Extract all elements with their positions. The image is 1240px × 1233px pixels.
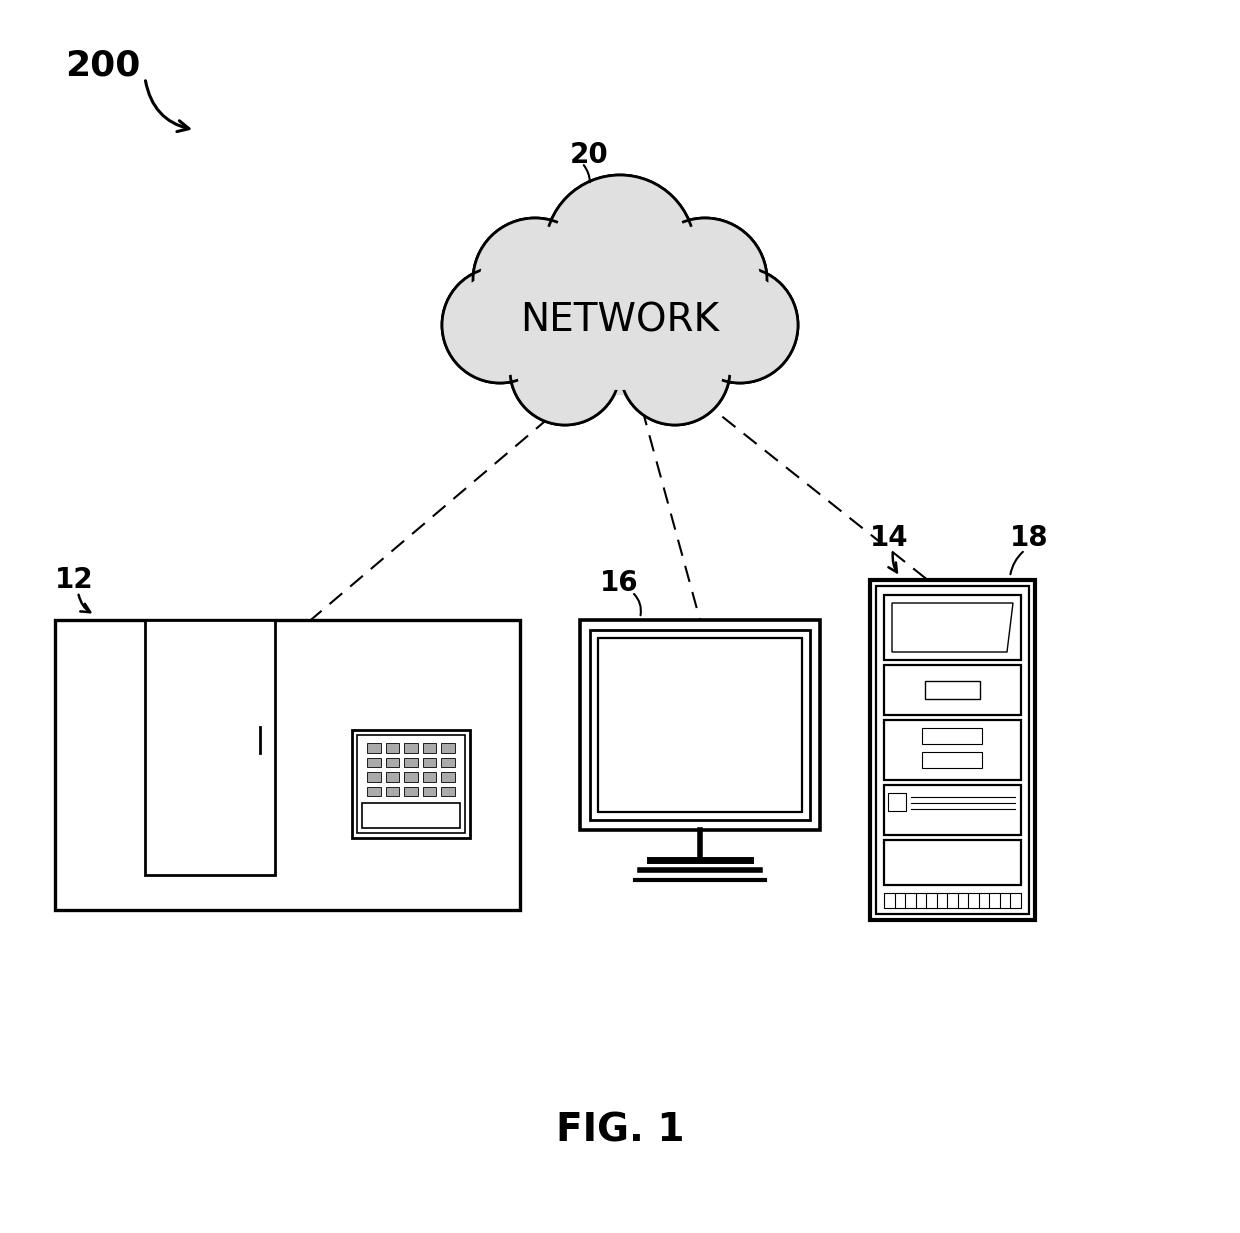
Bar [884,785,1021,835]
Bar [386,758,399,767]
Bar [386,787,399,797]
Bar [362,803,460,829]
Circle shape [552,182,688,318]
Circle shape [644,218,768,342]
Bar [404,787,418,797]
Text: 200: 200 [64,48,140,83]
Circle shape [546,175,694,326]
Circle shape [472,218,596,342]
Bar [923,752,982,768]
Polygon shape [892,603,1013,652]
Bar [404,758,418,767]
Bar [352,730,470,838]
Bar [888,793,906,811]
Circle shape [441,268,558,383]
Circle shape [539,236,701,395]
Text: 16: 16 [600,568,639,597]
Circle shape [510,314,620,425]
Bar [423,743,436,752]
Bar [441,787,455,797]
Circle shape [620,314,730,425]
Circle shape [546,175,694,326]
Circle shape [441,268,558,383]
Bar [590,630,810,820]
Bar [884,893,1021,907]
Text: FIG. 1: FIG. 1 [556,1111,684,1149]
Bar [386,743,399,752]
Circle shape [689,274,791,376]
Circle shape [546,240,694,390]
Circle shape [650,224,760,335]
Text: 12: 12 [55,566,94,594]
Bar [875,586,1029,914]
Bar [423,787,436,797]
Bar [367,743,381,752]
Bar [598,637,802,813]
Bar [367,772,381,782]
Bar [423,758,436,767]
Circle shape [627,322,723,418]
Bar [441,772,455,782]
Circle shape [480,224,590,335]
Text: 14: 14 [870,524,909,552]
Circle shape [644,218,768,342]
Circle shape [449,274,551,376]
Circle shape [510,314,620,425]
Circle shape [682,268,799,383]
Circle shape [517,322,613,418]
Bar [441,743,455,752]
Circle shape [682,268,799,383]
Bar [404,772,418,782]
Bar [884,665,1021,715]
Bar [441,758,455,767]
Circle shape [472,218,596,342]
Bar [923,727,982,743]
Bar [925,681,980,699]
Circle shape [620,314,730,425]
Bar [870,580,1035,920]
Bar [55,620,520,910]
Bar [423,772,436,782]
Text: 20: 20 [570,141,609,169]
Bar [145,620,275,875]
Bar [404,743,418,752]
Bar [357,735,465,834]
Bar [580,620,820,830]
Bar [884,720,1021,780]
Bar [884,840,1021,885]
Bar [367,758,381,767]
Circle shape [539,236,701,395]
Bar [884,596,1021,660]
Bar [386,772,399,782]
Bar [367,787,381,797]
Text: NETWORK: NETWORK [521,301,719,339]
Text: 18: 18 [1011,524,1049,552]
